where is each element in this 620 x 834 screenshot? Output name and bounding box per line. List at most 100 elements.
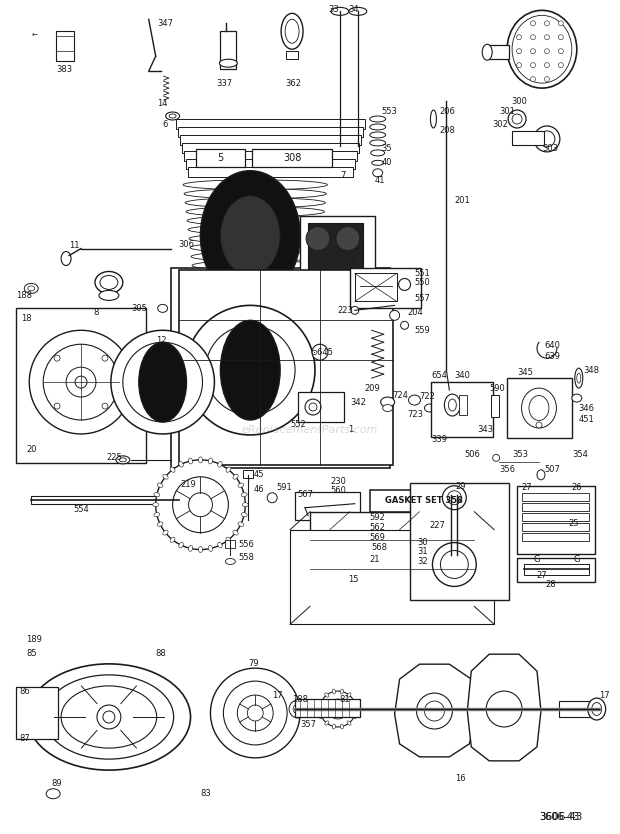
Ellipse shape	[521, 388, 556, 428]
Text: 28: 28	[545, 580, 556, 589]
Ellipse shape	[166, 112, 180, 120]
Text: 204: 204	[407, 308, 423, 317]
Text: 83: 83	[200, 789, 211, 798]
Text: 348: 348	[584, 365, 600, 374]
Ellipse shape	[100, 275, 118, 289]
Ellipse shape	[220, 320, 280, 420]
Text: 87: 87	[19, 735, 30, 743]
Ellipse shape	[351, 306, 359, 314]
Ellipse shape	[186, 207, 324, 217]
Circle shape	[172, 477, 228, 533]
Circle shape	[97, 705, 121, 729]
Bar	[491, 395, 499, 417]
Bar	[298, 392, 344, 422]
Text: 306: 306	[179, 240, 195, 249]
Text: 6: 6	[162, 120, 168, 129]
Ellipse shape	[226, 537, 231, 542]
Bar	[370, 490, 504, 512]
Bar	[290, 530, 494, 625]
Ellipse shape	[531, 35, 536, 40]
Ellipse shape	[370, 116, 386, 122]
Circle shape	[188, 493, 213, 517]
Text: 362: 362	[285, 78, 301, 88]
Ellipse shape	[317, 707, 322, 711]
Circle shape	[417, 693, 453, 729]
Ellipse shape	[389, 310, 400, 320]
Bar	[184, 151, 356, 161]
Text: 300: 300	[511, 97, 527, 106]
Ellipse shape	[208, 545, 213, 551]
Text: 337: 337	[216, 78, 232, 88]
Ellipse shape	[219, 59, 237, 68]
Text: 230: 230	[330, 477, 346, 486]
Circle shape	[111, 330, 215, 434]
Circle shape	[328, 699, 348, 719]
Bar	[522, 533, 589, 540]
Ellipse shape	[241, 513, 247, 517]
Ellipse shape	[399, 279, 410, 290]
Circle shape	[320, 691, 356, 727]
Ellipse shape	[507, 10, 577, 88]
Ellipse shape	[534, 126, 560, 152]
Ellipse shape	[163, 475, 168, 480]
Text: 41: 41	[374, 176, 385, 185]
Circle shape	[43, 344, 119, 420]
Text: 33: 33	[328, 5, 339, 14]
Ellipse shape	[516, 48, 521, 53]
Ellipse shape	[401, 321, 409, 329]
Circle shape	[210, 668, 300, 758]
Circle shape	[486, 691, 522, 727]
Text: 188: 188	[292, 695, 308, 704]
Text: 303: 303	[542, 144, 558, 153]
Ellipse shape	[184, 188, 326, 198]
Circle shape	[102, 403, 108, 409]
Text: 591: 591	[276, 483, 292, 492]
Ellipse shape	[325, 693, 329, 697]
Ellipse shape	[233, 475, 238, 480]
Ellipse shape	[340, 689, 343, 694]
Text: 3606-43: 3606-43	[539, 811, 579, 821]
Circle shape	[66, 367, 96, 397]
Ellipse shape	[516, 63, 521, 68]
Bar	[170, 269, 389, 468]
Polygon shape	[394, 664, 477, 757]
Text: 32: 32	[417, 557, 428, 566]
Text: 550: 550	[415, 278, 430, 287]
Text: 85: 85	[26, 649, 37, 658]
Text: 308: 308	[283, 153, 301, 163]
Circle shape	[336, 227, 360, 250]
Circle shape	[440, 550, 468, 579]
Ellipse shape	[425, 404, 435, 412]
Ellipse shape	[319, 715, 324, 719]
Circle shape	[223, 681, 287, 745]
Text: 12: 12	[156, 336, 166, 344]
Ellipse shape	[238, 483, 244, 487]
Text: 347: 347	[157, 19, 174, 28]
Circle shape	[103, 711, 115, 723]
Text: ←: ←	[31, 33, 37, 39]
Text: 11: 11	[69, 241, 79, 250]
Ellipse shape	[198, 457, 203, 463]
Bar	[195, 149, 246, 167]
Text: 27: 27	[521, 483, 532, 492]
Ellipse shape	[189, 234, 321, 244]
Text: 722: 722	[420, 392, 435, 400]
Bar	[226, 540, 236, 548]
Bar	[16, 309, 146, 463]
Bar	[180, 135, 361, 145]
Text: 342: 342	[350, 398, 366, 406]
Text: 451: 451	[579, 415, 595, 425]
Ellipse shape	[407, 518, 417, 525]
Text: 79: 79	[248, 659, 259, 668]
Text: 383: 383	[56, 65, 73, 73]
Ellipse shape	[192, 260, 319, 270]
Bar	[559, 701, 596, 717]
Text: 35: 35	[382, 144, 392, 153]
Ellipse shape	[179, 542, 184, 548]
Bar	[185, 158, 355, 168]
Ellipse shape	[347, 721, 351, 726]
Text: 15: 15	[348, 575, 358, 584]
Text: 208: 208	[440, 127, 455, 135]
Ellipse shape	[200, 171, 300, 300]
Circle shape	[536, 422, 542, 428]
